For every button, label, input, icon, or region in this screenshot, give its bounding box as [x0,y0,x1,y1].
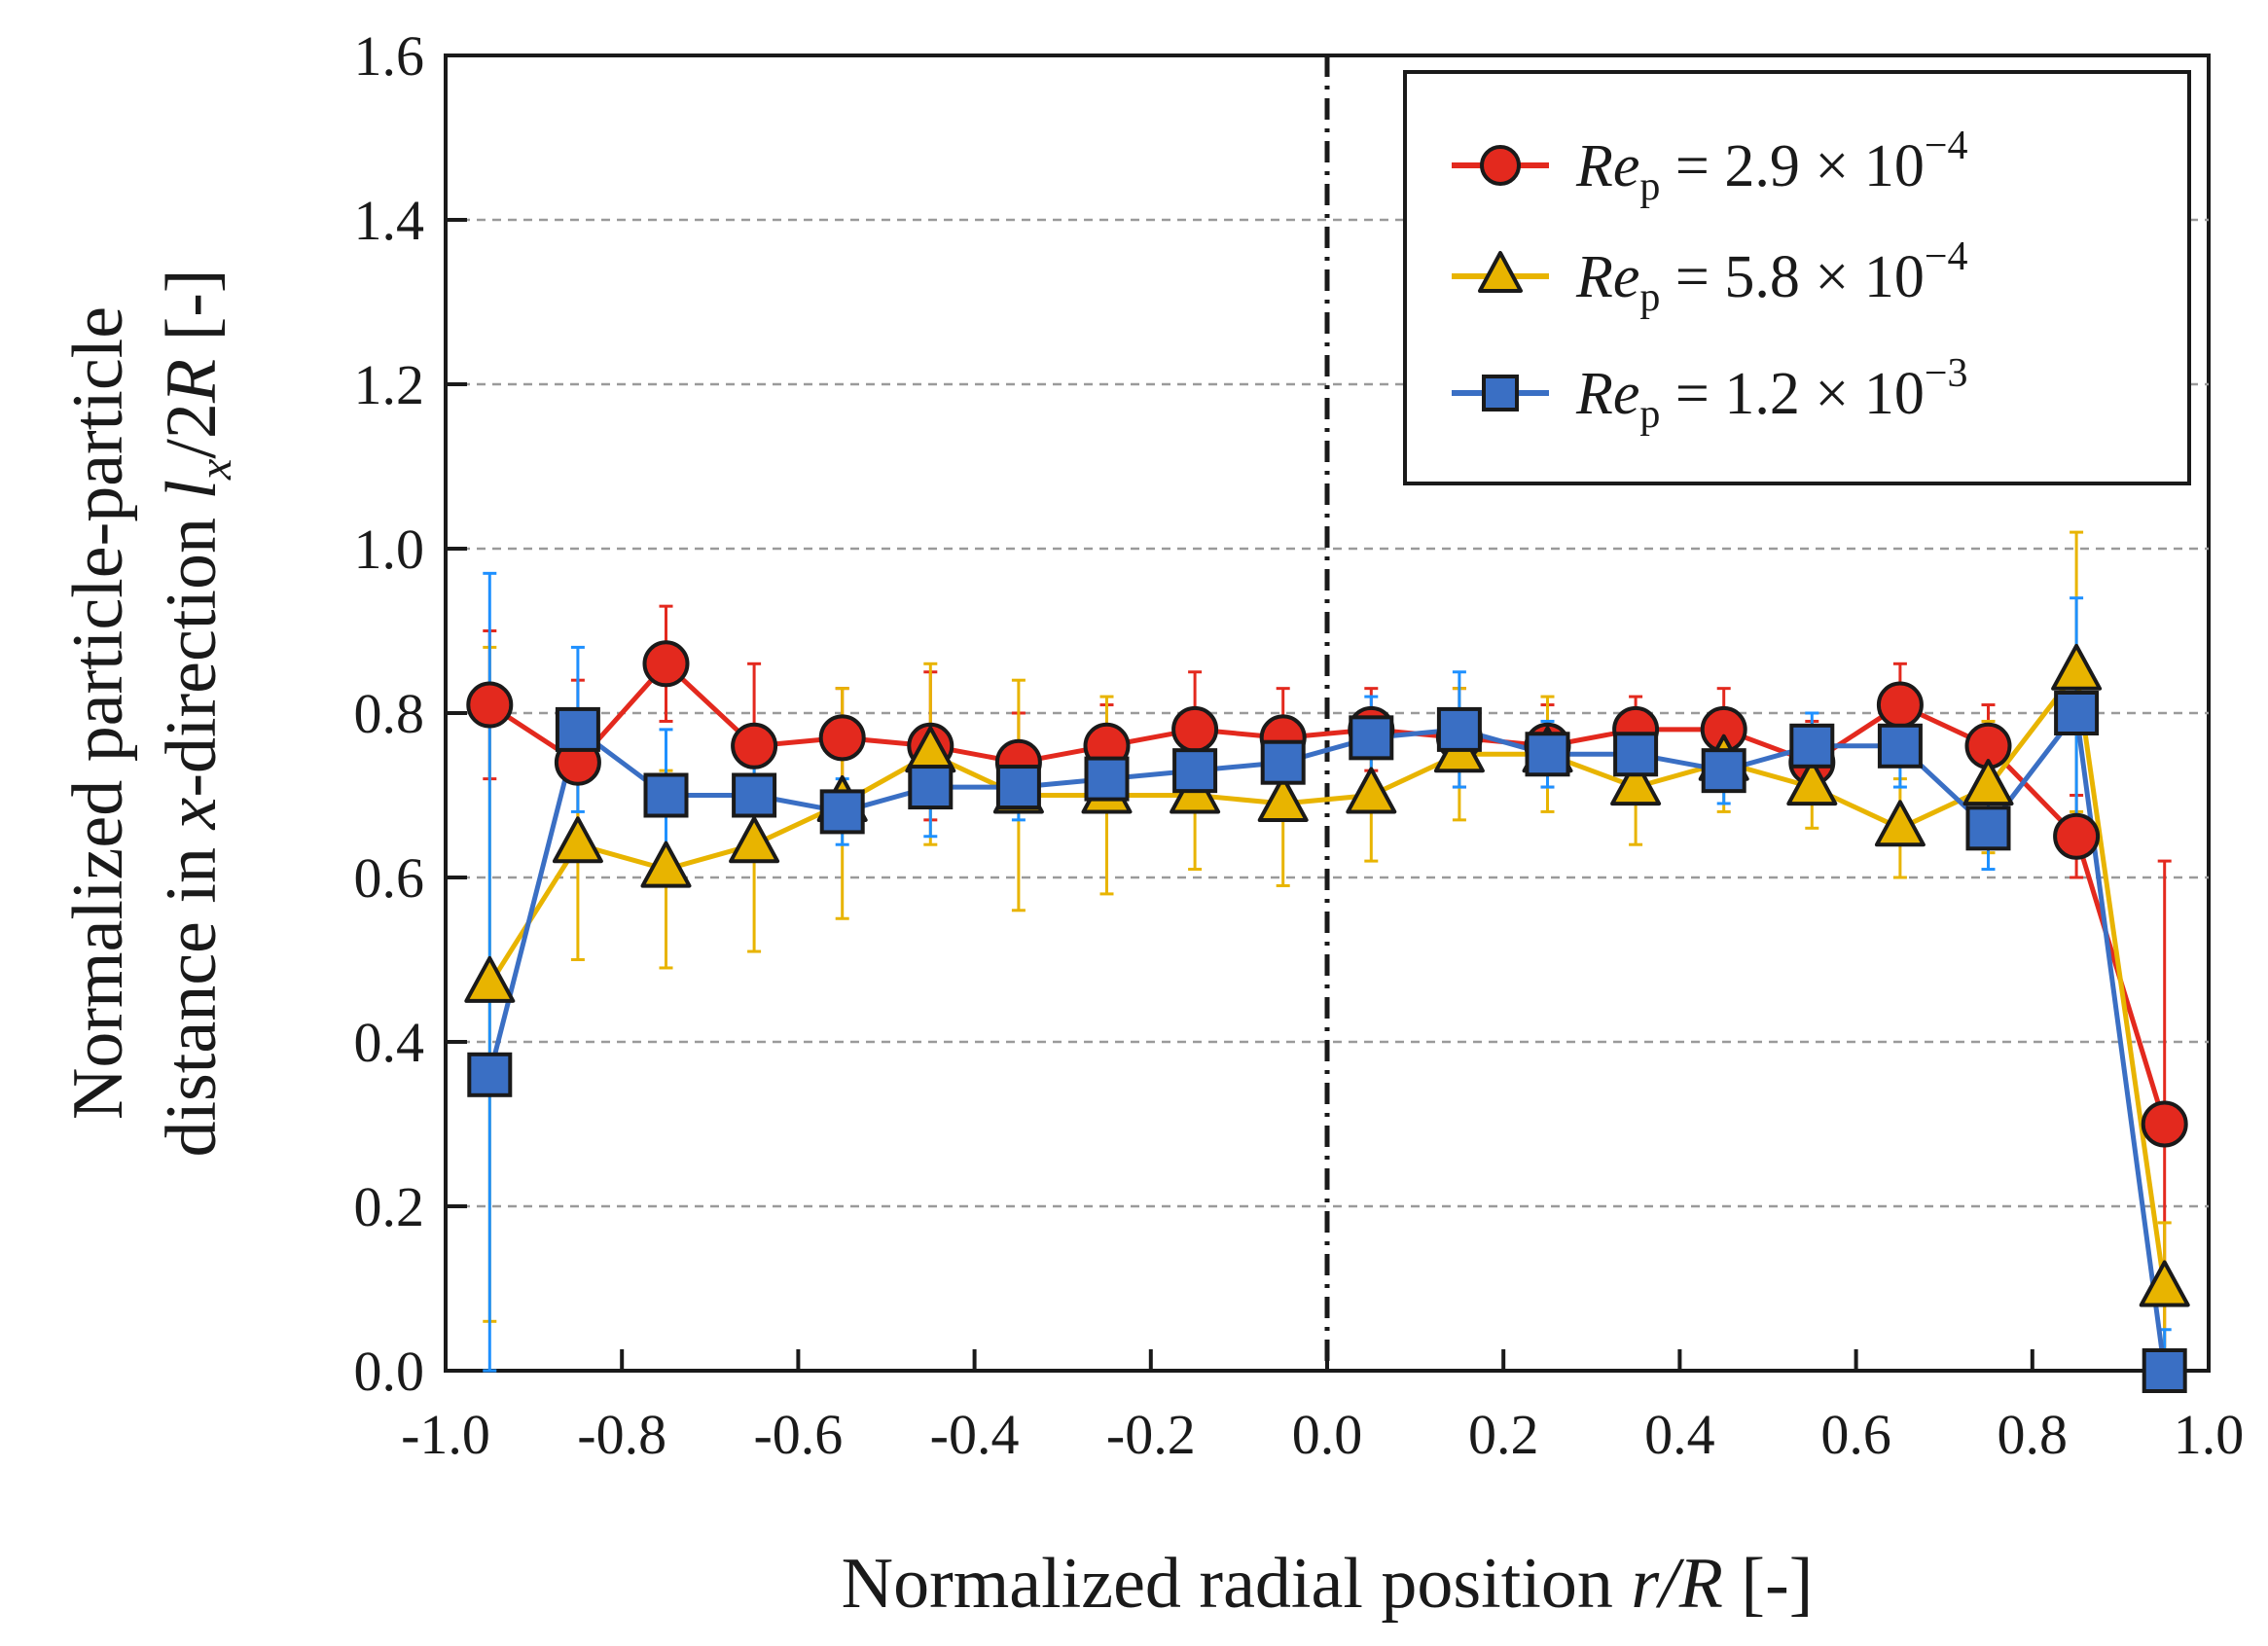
y-tick-label: 0.0 [354,1340,425,1403]
x-tick-label: -1.0 [401,1403,490,1466]
x-tick-label: -0.6 [753,1403,843,1466]
legend-entry-1: Rep = 2.9 × 10−4 [1452,124,1968,209]
y-axis-label: Normalized particle-particle distance in… [58,268,241,1157]
data-point-triangle [640,841,692,888]
legend-label-3: Rep = 1.2 × 10−3 [1575,351,1968,437]
x-tick-label: 0.6 [1820,1403,1891,1466]
data-point-triangle [729,816,780,864]
x-tick-label: -0.4 [930,1403,1020,1466]
legend-label-2: Rep = 5.8 × 10−4 [1575,234,1968,320]
data-point-square [995,765,1041,810]
data-point-triangle [1786,759,1838,806]
data-point-triangle [464,955,516,1003]
y-tick-label: 1.0 [354,518,425,581]
x-tick-label: -0.2 [1106,1403,1196,1466]
data-point-square [1877,723,1923,769]
y-tick-label: 1.6 [354,24,425,88]
data-point-triangle [1346,767,1397,814]
data-point-triangle [552,816,603,864]
x-tick-label: 1.0 [2174,1403,2245,1466]
data-point-square [1525,732,1570,777]
x-tick-label: -0.8 [577,1403,666,1466]
x-tick-label: 0.2 [1468,1403,1539,1466]
data-point-square [555,706,600,752]
data-point-square [732,772,777,818]
data-point-circle [1876,681,1924,729]
y-tick-label: 1.4 [354,189,425,252]
data-point-triangle [1257,775,1309,822]
data-point-square [1613,732,1659,777]
y-tick-label: 0.4 [354,1011,425,1074]
data-point-triangle [1962,759,2014,806]
legend-circle-marker-icon [1480,145,1521,186]
data-point-circle [2053,812,2101,860]
data-point-square [1172,748,1218,794]
legend-entry-2: Rep = 5.8 × 10−4 [1452,234,1968,320]
y-tick-label: 0.2 [354,1175,425,1238]
y-axis-label-line2: distance in x-direction lx/2R [-] [152,268,241,1157]
legend-entry-3: Rep = 1.2 × 10−3 [1452,351,1968,437]
legend-label-1: Rep = 2.9 × 10−4 [1575,124,1968,209]
data-point-circle [731,722,778,769]
data-point-circle [1171,705,1219,753]
data-point-triangle [2139,1260,2190,1307]
data-point-square [908,765,954,810]
y-tick-label: 0.8 [354,682,425,745]
legend: Rep = 2.9 × 10−4 Rep = 5.8 × 10−4 Rep = … [1403,70,2191,485]
legend-triangle-marker-icon [1478,251,1523,293]
data-point-square [1789,723,1835,769]
series-line-2 [487,669,2168,1289]
data-point-square [467,1052,513,1097]
axis-ticks: 0.0 0.2 0.4 0.6 0.8 1.0 1.2 1.4 1.6 -1.0 -0.8 -0.6 -… [354,24,2245,1466]
y-tick-label: 1.2 [354,353,425,416]
y-axis-label-line1: Normalized particle-particle [58,306,138,1120]
data-point-square [1260,739,1306,785]
legend-square-marker-icon [1482,375,1519,412]
data-point-triangle [1610,759,1662,806]
x-tick-label: 0.8 [1998,1403,2069,1466]
data-point-square [1349,715,1394,761]
data-point-square [2054,691,2100,735]
data-point-triangle [2051,643,2103,691]
data-markers [464,640,2190,1393]
x-axis-label: Normalized radial position r/R [-] [842,1544,1814,1624]
y-tick-label: 0.6 [354,846,425,910]
data-point-triangle [1874,800,1926,847]
data-point-square [2142,1348,2187,1393]
data-point-circle [642,640,690,688]
data-point-circle [2141,1100,2188,1148]
x-tick-label: 0.4 [1644,1403,1715,1466]
x-tick-label: 0.0 [1292,1403,1363,1466]
data-point-square [1084,756,1130,802]
data-point-circle [466,681,514,729]
data-point-circle [818,714,866,762]
data-point-square [1436,706,1482,752]
data-point-square [643,772,689,818]
data-point-square [819,789,865,835]
data-point-square [1965,805,2011,851]
data-point-square [1701,748,1746,794]
